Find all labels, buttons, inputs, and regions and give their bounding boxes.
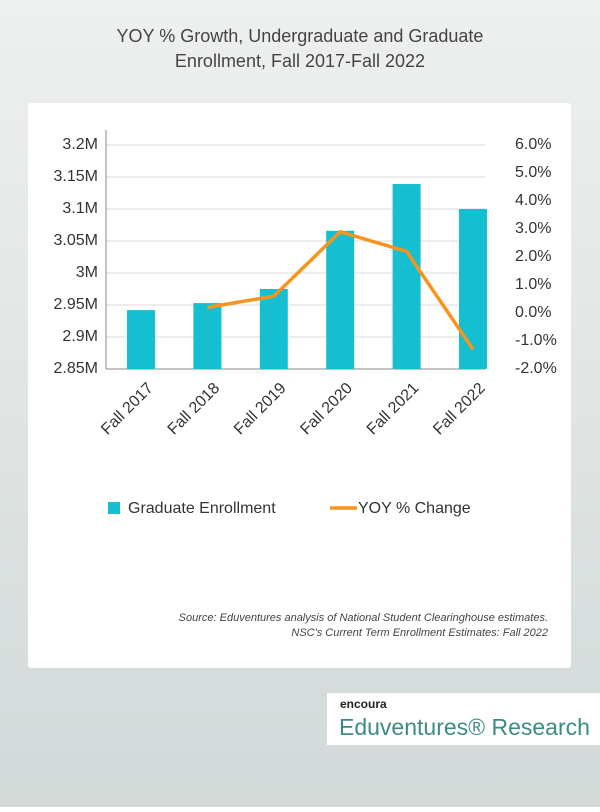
y2-tick-label: 2.0% [515, 248, 551, 265]
bar [127, 310, 155, 369]
chart-title: YOY % Growth, Undergraduate and Graduate [117, 26, 484, 46]
bar [259, 289, 288, 369]
legend-label: YOY % Change [358, 500, 471, 517]
y2-tick-label: -1.0% [515, 332, 557, 349]
y2-tick-label: 1.0% [515, 276, 551, 293]
y2-tick-label: 4.0% [515, 192, 551, 209]
y-tick-label: 3.05M [54, 232, 98, 249]
legend-swatch [108, 502, 120, 514]
logo-brand: encoura [340, 697, 387, 711]
y2-tick-label: 6.0% [515, 136, 551, 153]
bar [193, 303, 222, 369]
y-tick-label: 2.85M [54, 360, 98, 377]
y-tick-label: 3.1M [62, 200, 98, 217]
y2-tick-label: 3.0% [515, 220, 551, 237]
logo-box [327, 693, 600, 745]
y2-tick-label: -2.0% [515, 360, 557, 377]
legend-label: Graduate Enrollment [128, 500, 276, 517]
y-tick-label: 3M [76, 264, 98, 281]
source-note: Source: Eduventures analysis of National… [179, 612, 548, 624]
logo-name: Eduventures® Research [339, 714, 590, 740]
y-tick-label: 2.9M [62, 328, 98, 345]
bar [392, 184, 421, 369]
chart-title: Enrollment, Fall 2017-Fall 2022 [175, 51, 425, 71]
card [28, 103, 571, 668]
y2-tick-label: 5.0% [515, 164, 551, 181]
bar [459, 209, 487, 369]
source-note: NSC's Current Term Enrollment Estimates:… [291, 627, 548, 639]
y2-tick-label: 0.0% [515, 304, 551, 321]
bar [326, 230, 355, 369]
y-tick-label: 3.15M [54, 168, 98, 185]
line [207, 230, 475, 351]
y-tick-label: 3.2M [62, 136, 98, 153]
y-tick-label: 2.95M [54, 296, 98, 313]
